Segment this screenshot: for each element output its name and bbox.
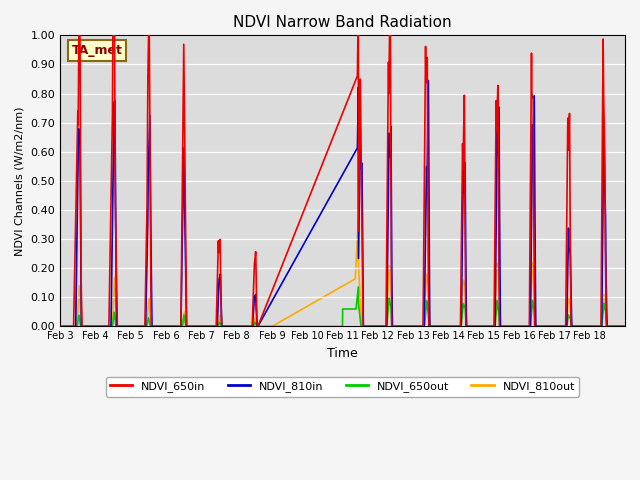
Legend: NDVI_650in, NDVI_810in, NDVI_650out, NDVI_810out: NDVI_650in, NDVI_810in, NDVI_650out, NDV… [106,377,579,396]
Text: TA_met: TA_met [72,44,122,57]
Y-axis label: NDVI Channels (W/m2/nm): NDVI Channels (W/m2/nm) [15,106,25,256]
X-axis label: Time: Time [327,347,358,360]
Title: NDVI Narrow Band Radiation: NDVI Narrow Band Radiation [233,15,452,30]
